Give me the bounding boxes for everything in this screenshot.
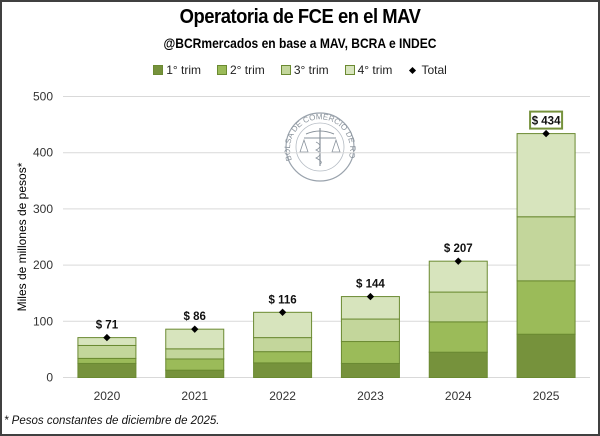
total-label-highlight-box — [529, 110, 564, 130]
bar-stack-2022 — [253, 311, 313, 379]
y-tick-label: 300 — [33, 202, 53, 216]
bar-segment-q1 — [340, 362, 400, 379]
bar-stack-2023 — [340, 296, 400, 379]
x-tick-label: 2024 — [445, 389, 472, 403]
y-tick-label: 0 — [46, 371, 53, 385]
legend-label-q4: 4° trim — [357, 63, 393, 77]
bar-segment-q2 — [516, 280, 576, 335]
legend-item-q4: 4° trim — [344, 63, 393, 77]
bar-segment-q3 — [340, 318, 400, 343]
y-tick-label: 100 — [33, 314, 53, 328]
bar-segment-q1 — [428, 351, 488, 378]
y-axis-ticks: 0 100 200 300 400 500 — [33, 90, 53, 385]
total-marker — [454, 257, 462, 265]
x-tick-label: 2025 — [533, 389, 560, 403]
bar-segment-q3 — [77, 344, 137, 359]
total-data-label: $ 144 — [356, 279, 385, 291]
chart-subtitle: @BCRmercados en base a MAV, BCRA e INDEC — [163, 35, 437, 51]
y-tick-label: 500 — [33, 90, 53, 104]
y-tick-label: 400 — [33, 146, 53, 160]
total-markers: $ 71 $ 86 $ 116 $ 144 $ 207 $ 434 — [96, 110, 564, 342]
bar-segment-q1 — [77, 362, 137, 379]
x-tick-label: 2020 — [94, 389, 121, 403]
x-tick-label: 2023 — [357, 389, 384, 403]
bar-segment-q2 — [428, 321, 488, 353]
legend-label-total: Total — [421, 63, 447, 77]
bar-segment-q2 — [340, 341, 400, 364]
total-data-label: $ 86 — [184, 311, 206, 323]
total-marker — [103, 333, 111, 342]
bar-segment-q4 — [253, 311, 313, 339]
legend-item-q2: 2° trim — [217, 63, 265, 77]
total-marker — [366, 292, 375, 301]
x-tick-label: 2022 — [269, 389, 296, 403]
y-tick-label: 200 — [33, 258, 53, 272]
legend-item-total: Total — [408, 63, 447, 77]
legend: 1° trim 2° trim 3° trim 4° trim Total — [0, 63, 600, 77]
total-data-label: $ 71 — [96, 320, 119, 332]
bar-segment-q3 — [428, 291, 488, 323]
bar-stack-2024 — [428, 260, 488, 378]
total-data-label: $ 207 — [444, 243, 473, 255]
bar-segment-q3 — [253, 337, 313, 353]
bar-segment-q3 — [516, 216, 576, 282]
legend-label-q1: 1° trim — [166, 63, 201, 77]
bar-segment-q1 — [253, 362, 313, 379]
footnote: * Pesos constantes de diciembre de 2025. — [4, 415, 220, 427]
bars — [77, 133, 576, 379]
legend-swatch-q2 — [217, 65, 227, 75]
x-axis-ticks: 2020 2021 2022 2023 2024 2025 — [94, 389, 560, 403]
total-data-label: $ 116 — [269, 294, 297, 306]
bar-segment-q1 — [516, 333, 576, 379]
bar-segment-q2 — [77, 357, 137, 364]
legend-swatch-q3 — [280, 65, 291, 75]
gridlines — [63, 96, 590, 378]
bar-segment-q2 — [165, 358, 225, 371]
bar-segment-q3 — [165, 348, 225, 360]
chart-title: Operatoria de FCE en el MAV — [179, 6, 421, 28]
legend-label-q3: 3° trim — [293, 63, 329, 77]
legend-label-q2: 2° trim — [230, 63, 265, 77]
legend-swatch-q1 — [153, 65, 164, 75]
legend-item-q3: 3° trim — [280, 63, 329, 77]
legend-item-q1: 1° trim — [153, 63, 201, 77]
bar-segment-q4 — [428, 260, 488, 293]
bar-stack-2025 — [516, 133, 576, 379]
bar-stack-2021 — [165, 328, 225, 378]
bar-segment-q2 — [253, 351, 313, 364]
total-marker — [278, 308, 287, 316]
x-tick-label: 2021 — [181, 389, 208, 403]
bar-stack-2020 — [77, 337, 137, 379]
legend-swatch-q4 — [344, 65, 355, 75]
bar-segment-q4 — [516, 133, 576, 218]
y-axis-label: Miles de millones de pesos* — [15, 162, 29, 311]
bar-segment-q1 — [165, 369, 225, 378]
total-marker — [191, 325, 199, 333]
total-data-label: $ 434 — [532, 116, 561, 128]
